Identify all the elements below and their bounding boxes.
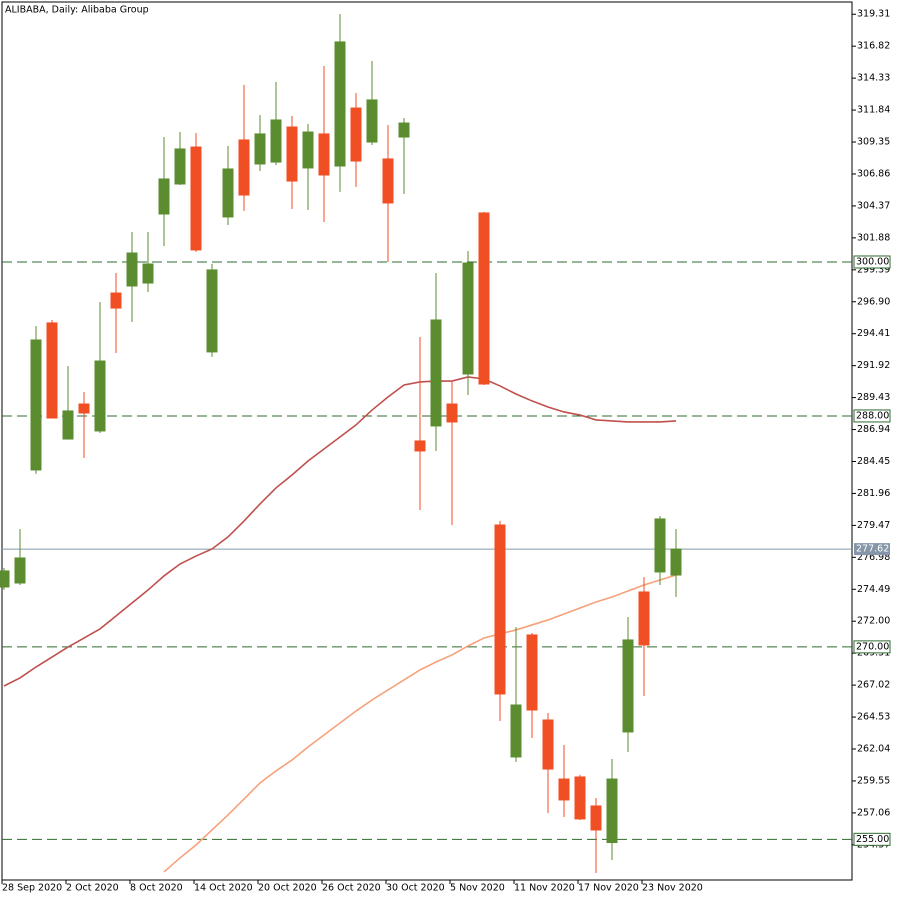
y-tick-label: 272.00: [857, 616, 890, 627]
y-tick-label: 274.49: [857, 584, 890, 595]
moving-average: [163, 574, 677, 873]
candle-body: [510, 704, 522, 758]
x-tick-label: 11 Nov 2020: [514, 883, 575, 894]
y-tick-label: 257.06: [857, 807, 890, 818]
x-tick-label: 23 Nov 2020: [642, 883, 703, 894]
y-tick-label: 316.82: [857, 41, 890, 52]
y-tick-label: 262.04: [857, 744, 890, 755]
candle-body: [46, 322, 58, 419]
x-tick-label: 14 Oct 2020: [194, 883, 253, 894]
y-tick-label: 319.31: [857, 9, 890, 20]
y-tick-label: 281.96: [857, 488, 890, 499]
y-tick-label: 311.84: [857, 105, 890, 116]
candle-body: [542, 719, 554, 770]
candle-body: [590, 805, 602, 831]
candle-body: [638, 591, 650, 646]
y-tick-label: 296.90: [857, 296, 890, 307]
candle-body: [222, 168, 234, 218]
y-tick-label: 306.86: [857, 168, 890, 179]
candle-body: [110, 292, 122, 309]
level-label: 288.00: [856, 410, 889, 421]
chart-title: ALIBABA, Daily: Alibaba Group: [5, 5, 149, 16]
candle-body: [14, 557, 26, 584]
candle-body: [430, 319, 442, 427]
level-label-box: [853, 409, 891, 423]
x-tick-label: 5 Nov 2020: [450, 883, 505, 894]
x-tick-label: 2 Oct 2020: [66, 883, 119, 894]
candle-body: [30, 339, 42, 471]
y-tick-label: 284.45: [857, 456, 890, 467]
y-tick-label: 309.35: [857, 137, 890, 148]
y-tick-label: 264.53: [857, 712, 890, 723]
candle-body: [574, 776, 586, 820]
last-price-box: [854, 543, 890, 556]
x-tick-label: 30 Oct 2020: [386, 883, 445, 894]
last-price-label: 277.62: [856, 544, 889, 555]
candle-body: [94, 360, 106, 432]
level-label: 300.00: [856, 256, 889, 267]
candle-body: [254, 133, 266, 165]
candle-body: [302, 131, 314, 169]
y-tick-label: 301.88: [857, 232, 890, 243]
candle-body: [334, 41, 346, 167]
candle-body: [206, 269, 218, 353]
candle-body: [142, 263, 154, 284]
candle-body: [382, 158, 394, 204]
candle-body: [622, 639, 634, 733]
candle-body: [478, 212, 490, 385]
x-tick-label: 8 Oct 2020: [130, 883, 183, 894]
candle-body: [350, 107, 362, 162]
y-tick-label: 291.92: [857, 360, 890, 371]
level-label-box: [853, 255, 891, 269]
candle-body: [526, 634, 538, 711]
level-label-box: [853, 832, 891, 846]
candle-body: [62, 410, 74, 440]
candle-body: [446, 403, 458, 423]
plot-frame: [1, 1, 853, 881]
y-tick-label: 314.33: [857, 73, 890, 84]
candle-body: [366, 99, 378, 143]
y-tick-label: 299.39: [857, 264, 890, 275]
x-tick-label: 26 Oct 2020: [322, 883, 381, 894]
candle-body: [494, 524, 506, 695]
candle-body: [654, 518, 666, 573]
candle-body: [398, 122, 410, 138]
candle-body: [286, 126, 298, 182]
y-tick-label: 267.02: [857, 680, 890, 691]
candle-body: [414, 440, 426, 452]
y-tick-label: 289.43: [857, 392, 890, 403]
candle-body: [158, 178, 170, 215]
y-tick-label: 294.41: [857, 328, 890, 339]
candle-body: [174, 148, 186, 185]
y-tick-label: 304.37: [857, 200, 890, 211]
candle-body: [238, 139, 250, 196]
candle-body: [318, 133, 330, 176]
candle-body: [270, 119, 282, 163]
candle-body: [0, 570, 10, 588]
moving-average: [3, 376, 677, 687]
y-tick-label: 286.94: [857, 424, 890, 435]
y-tick-label: 279.47: [857, 520, 890, 531]
candle-body: [670, 548, 682, 576]
candle-body: [78, 403, 90, 414]
y-tick-label: 259.55: [857, 775, 890, 786]
y-tick-label: 276.98: [857, 552, 890, 563]
candle-body: [558, 778, 570, 801]
level-label: 255.00: [856, 834, 889, 845]
x-tick-label: 28 Sep 2020: [2, 883, 62, 894]
x-tick-label: 17 Nov 2020: [578, 883, 639, 894]
level-label: 270.00: [856, 641, 889, 652]
candle-body: [190, 146, 202, 251]
level-label-box: [853, 640, 891, 654]
candle-body: [462, 262, 474, 375]
candle-body: [126, 252, 138, 287]
x-tick-label: 20 Oct 2020: [258, 883, 317, 894]
candle-body: [606, 778, 618, 844]
